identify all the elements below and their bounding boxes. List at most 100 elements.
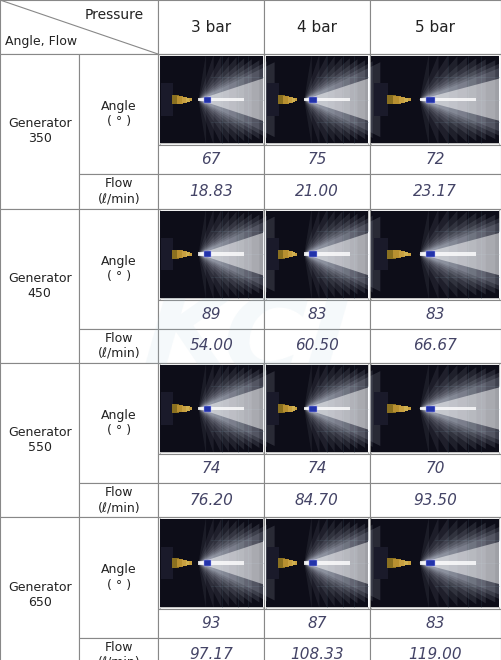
Bar — [267, 83, 279, 116]
Polygon shape — [420, 517, 438, 609]
Text: Angle
( ° ): Angle ( ° ) — [101, 409, 137, 437]
Bar — [370, 145, 501, 174]
Polygon shape — [304, 517, 312, 609]
Polygon shape — [420, 362, 429, 455]
Text: Generator
650: Generator 650 — [8, 581, 71, 609]
Polygon shape — [198, 521, 244, 605]
Text: 54.00: 54.00 — [189, 339, 233, 353]
Polygon shape — [304, 56, 335, 143]
Bar — [266, 519, 368, 607]
Bar — [370, 329, 501, 363]
Bar — [399, 97, 405, 102]
Bar — [158, 0, 264, 54]
Polygon shape — [198, 61, 267, 138]
Text: Flow
(ℓ/min): Flow (ℓ/min) — [97, 641, 140, 660]
Polygon shape — [198, 213, 244, 296]
Polygon shape — [198, 371, 275, 446]
Bar — [292, 252, 295, 256]
Text: 87: 87 — [307, 616, 327, 630]
Polygon shape — [304, 368, 358, 449]
Polygon shape — [198, 58, 244, 141]
Polygon shape — [198, 542, 263, 584]
Polygon shape — [198, 367, 244, 450]
Polygon shape — [304, 521, 350, 605]
Bar — [160, 519, 263, 607]
Bar — [283, 559, 289, 567]
Bar — [161, 83, 173, 116]
Polygon shape — [198, 79, 263, 121]
Bar — [370, 609, 501, 638]
Polygon shape — [198, 362, 206, 455]
Bar — [266, 607, 368, 660]
Polygon shape — [420, 214, 495, 294]
Polygon shape — [304, 211, 335, 298]
Bar — [387, 404, 396, 413]
Bar — [399, 406, 405, 411]
Bar — [370, 483, 501, 517]
Text: 60.50: 60.50 — [295, 339, 339, 353]
Polygon shape — [304, 519, 327, 607]
Polygon shape — [304, 60, 365, 139]
Polygon shape — [304, 54, 320, 145]
Text: 72: 72 — [426, 152, 445, 167]
Bar — [426, 406, 435, 412]
Polygon shape — [304, 216, 373, 292]
Bar — [0, 209, 79, 363]
Bar — [161, 238, 173, 271]
Bar — [374, 546, 388, 579]
Polygon shape — [420, 214, 486, 294]
Bar — [158, 54, 264, 145]
Bar — [420, 561, 476, 565]
Bar — [387, 558, 396, 568]
Polygon shape — [198, 387, 263, 430]
Polygon shape — [198, 62, 275, 137]
Bar — [370, 0, 501, 54]
Bar — [264, 0, 370, 54]
Polygon shape — [198, 365, 229, 452]
Bar — [264, 54, 370, 145]
Bar — [408, 98, 411, 101]
Polygon shape — [420, 216, 501, 292]
Bar — [198, 98, 244, 102]
Bar — [374, 83, 388, 116]
Polygon shape — [304, 371, 380, 446]
Text: Angle, Flow: Angle, Flow — [5, 34, 77, 48]
Bar — [160, 607, 263, 660]
Bar — [283, 405, 289, 412]
Bar — [158, 638, 264, 660]
Bar — [182, 97, 187, 102]
Polygon shape — [304, 521, 342, 605]
Bar — [160, 298, 263, 385]
Bar — [264, 329, 370, 363]
Bar — [393, 96, 401, 104]
Polygon shape — [198, 59, 252, 140]
Bar — [267, 392, 279, 425]
Polygon shape — [420, 57, 467, 142]
Bar — [295, 562, 297, 564]
Polygon shape — [198, 55, 221, 144]
Text: 74: 74 — [307, 461, 327, 476]
Polygon shape — [420, 387, 500, 430]
Bar — [264, 363, 370, 454]
Bar — [426, 251, 435, 257]
Bar — [160, 211, 263, 298]
Bar — [198, 252, 244, 256]
Bar — [420, 407, 476, 411]
Bar — [371, 519, 499, 607]
Bar — [408, 253, 411, 255]
Polygon shape — [304, 62, 380, 137]
Bar — [204, 251, 211, 257]
Polygon shape — [304, 362, 312, 455]
Bar — [278, 95, 285, 104]
Polygon shape — [420, 60, 495, 139]
Bar — [158, 454, 264, 483]
Bar — [404, 252, 408, 256]
Bar — [371, 607, 499, 660]
Polygon shape — [198, 363, 214, 454]
Polygon shape — [420, 62, 501, 137]
Polygon shape — [198, 370, 267, 447]
Polygon shape — [420, 56, 457, 143]
Polygon shape — [420, 519, 457, 607]
Polygon shape — [304, 525, 380, 601]
Polygon shape — [420, 364, 448, 453]
